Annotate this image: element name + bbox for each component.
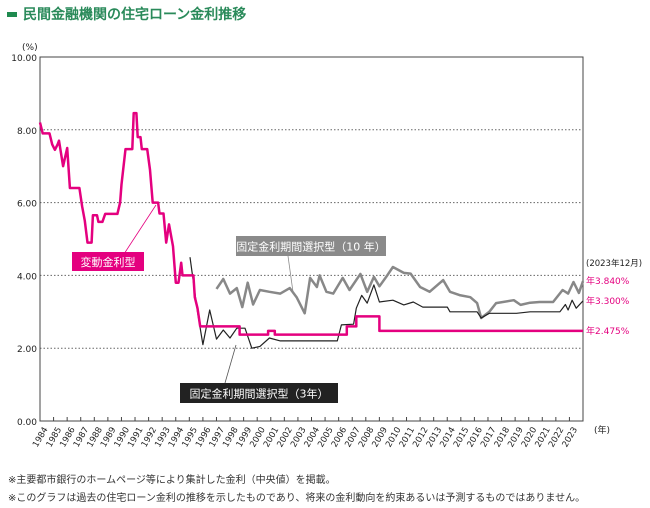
callout-box (236, 236, 386, 256)
title-text: 民間金融機関の住宅ローン金利推移 (23, 7, 247, 23)
end-date-label: (2023年12月) (586, 258, 642, 269)
end-value-label: 年3.840% (586, 275, 630, 287)
series-label-2: 固定金利期間選択型（3年） (190, 387, 329, 401)
y-tick-label: 2.00 (17, 345, 37, 355)
callout-leader (224, 344, 237, 384)
footnote-1: ※主要都市銀行のホームページ等により集計した金利（中央値）を掲載。 (8, 475, 336, 486)
callout-leader (123, 204, 157, 255)
y-tick-label: 4.00 (17, 272, 37, 282)
y-tick-label: 8.00 (17, 127, 37, 137)
series-label-0: 変動金利型 (81, 255, 136, 269)
callout-box (72, 252, 144, 271)
end-value-label: 年2.475% (586, 325, 630, 337)
callout-box (180, 383, 338, 403)
footnote-2: ※このグラフは過去の住宅ローン金利の推移を示したものであり、将来の金利動向を約束… (8, 493, 586, 504)
x-axis-unit: (年) (594, 424, 610, 436)
chart-title: 民間金融機関の住宅ローン金利推移 (7, 4, 246, 24)
y-tick-label: 0.00 (17, 418, 37, 428)
title-marker-icon (7, 11, 17, 17)
end-value-label: 年3.300% (586, 295, 630, 307)
callout-leader (287, 255, 294, 293)
series-label-1: 固定金利期間選択型（10 年） (236, 240, 386, 254)
series-line-1 (215, 265, 585, 320)
y-axis-unit: (%) (22, 43, 38, 53)
y-tick-label: 6.00 (17, 200, 37, 210)
y-tick-label: 10.00 (11, 54, 37, 64)
series-line-0 (38, 111, 583, 336)
series-line-2 (189, 257, 584, 349)
